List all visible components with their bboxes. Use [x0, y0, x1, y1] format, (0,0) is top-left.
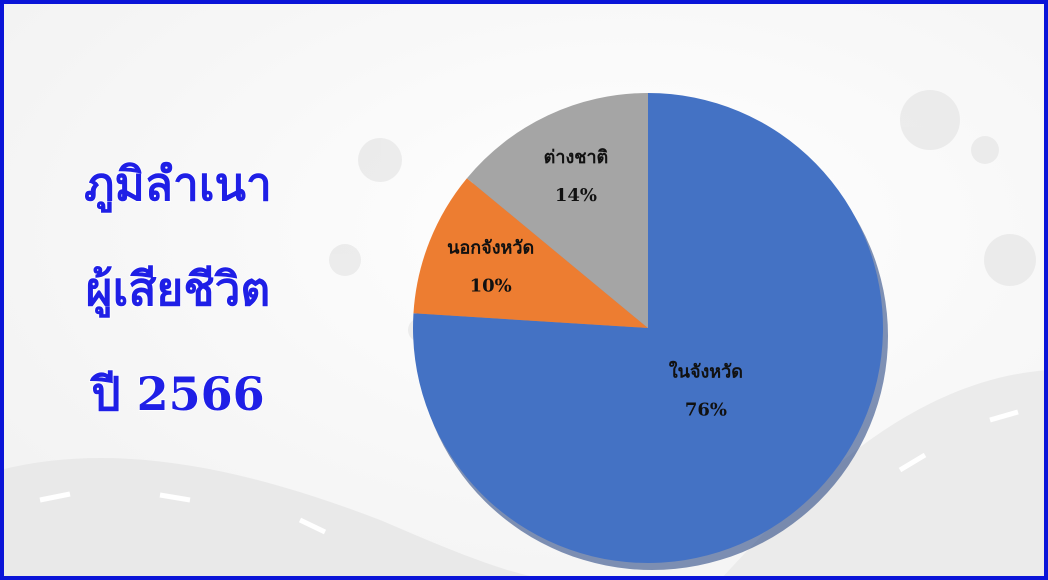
slice-label: ต่างชาติ	[544, 147, 609, 168]
slice-value-label: 76%	[685, 400, 727, 421]
slice-value-label: 14%	[555, 185, 597, 206]
pie-slice	[413, 178, 648, 328]
pie-slice	[466, 93, 648, 328]
slice-label: นอกจังหวัด	[447, 238, 534, 259]
road	[0, 370, 1048, 580]
chart-title: ปี 2566	[89, 367, 265, 421]
slice-value-label: 10%	[470, 276, 512, 297]
chart-title: ผู้เสียชีวิต	[86, 262, 271, 318]
slice-label: ในจังหวัด	[669, 361, 743, 383]
chart-title: ภูมิลำเนา	[84, 157, 272, 213]
pie	[413, 93, 883, 563]
